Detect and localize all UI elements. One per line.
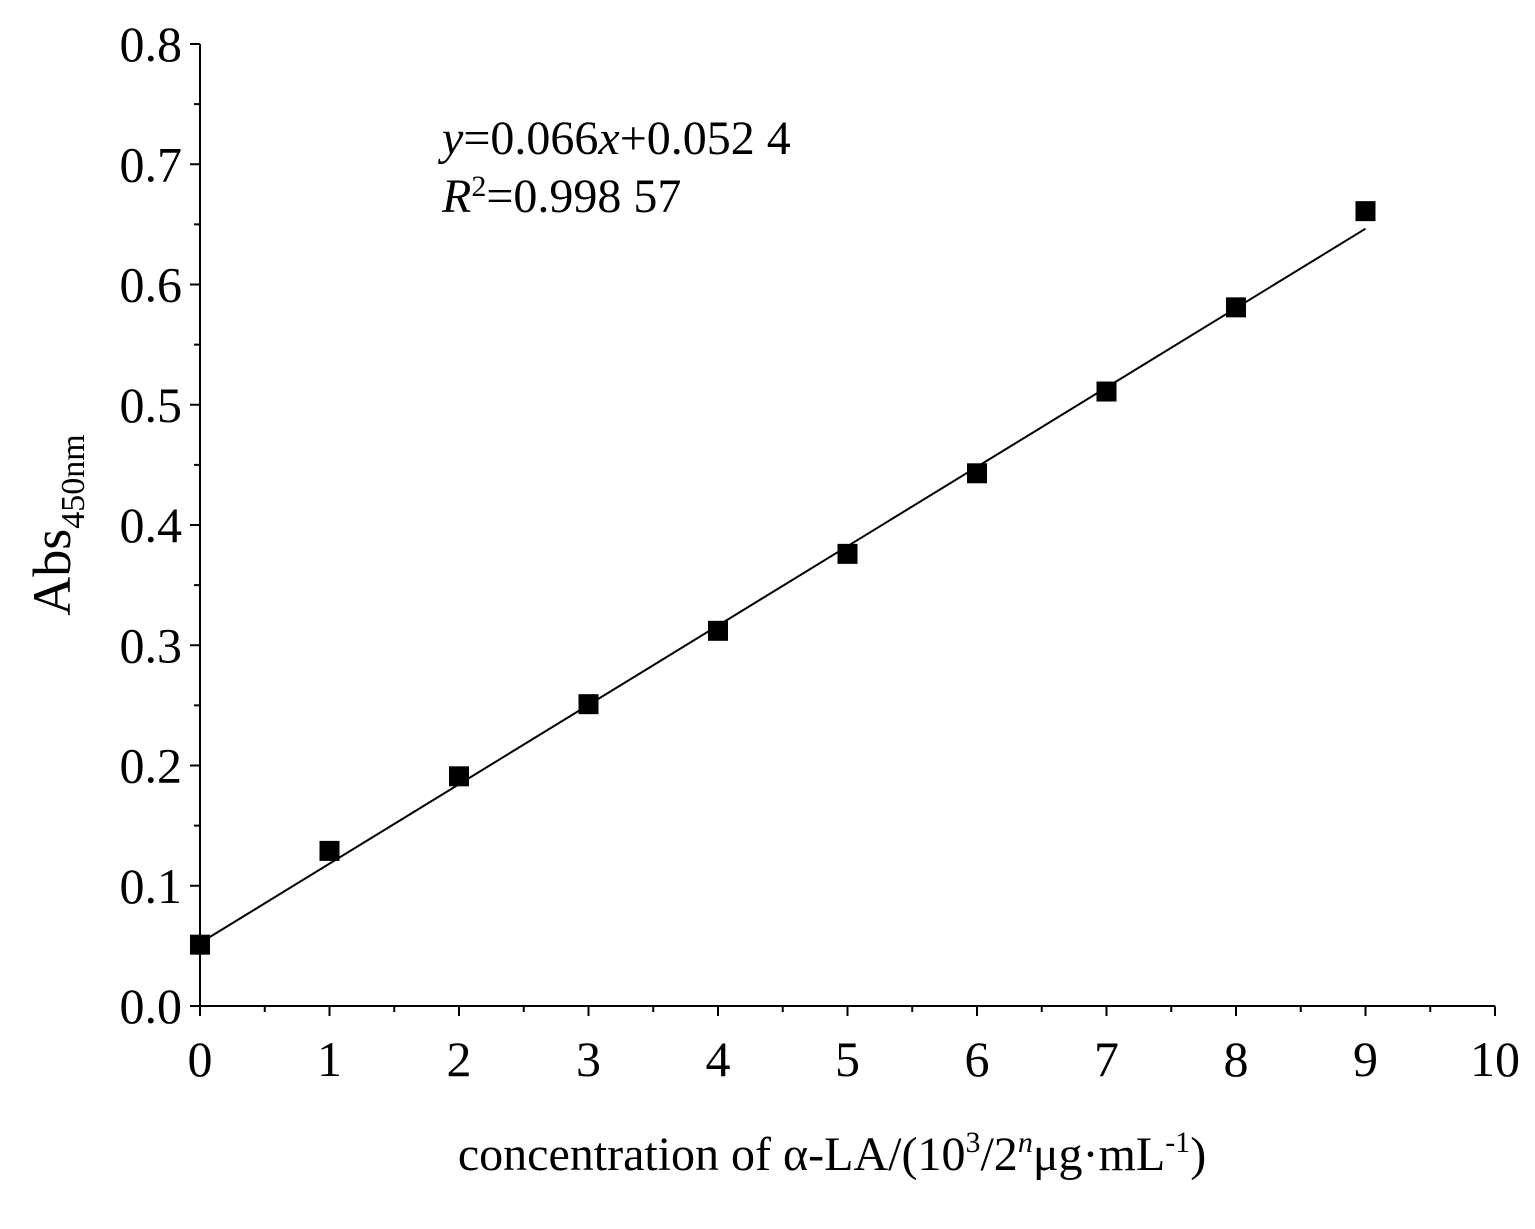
data-point [837, 543, 858, 564]
xlabel-sup-exp: 3 [965, 1126, 980, 1159]
y-axis-label: Abs450nm [22, 434, 92, 615]
data-point [967, 463, 987, 484]
eq-y-var: y [437, 112, 464, 165]
x-tick-label: 4 [706, 1031, 731, 1087]
data-point [1096, 381, 1117, 402]
ylabel-sub: 450nm [55, 434, 92, 528]
x-axis-label: concentration of α-LA/(103/2nμg·mL-1) [458, 1126, 1206, 1181]
xlabel-end: ) [1190, 1128, 1206, 1181]
x-tick-label: 8 [1224, 1031, 1249, 1087]
x-axis: 0 1 2 3 4 5 6 7 8 9 10 [188, 1005, 1520, 1087]
regression-equation: y=0.066x+0.052 4 [437, 112, 791, 165]
y-tick-label: 0.8 [120, 16, 183, 72]
x-tick-label: 2 [447, 1031, 472, 1087]
data-point [190, 934, 210, 955]
x-tick-label: 5 [835, 1031, 860, 1087]
data-point [319, 840, 340, 861]
y-tick-label: 0.6 [120, 257, 183, 313]
xlabel-sup-n: n [1018, 1126, 1033, 1159]
x-tick-label: 3 [576, 1031, 601, 1087]
x-tick-label: 7 [1094, 1031, 1119, 1087]
eq-part2: +0.052 4 [620, 112, 791, 165]
xlabel-main: concentration of α-LA/(10 [458, 1128, 966, 1181]
ylabel-main: Abs [22, 529, 82, 616]
data-point [449, 766, 469, 787]
y-tick-label: 0.5 [120, 377, 183, 433]
y-axis: 0.0 0.1 0.2 0.3 0.4 0.5 0.6 0.7 0.8 [120, 16, 201, 1034]
data-point [1226, 297, 1246, 318]
x-tick-label: 1 [317, 1031, 342, 1087]
x-tick-label: 0 [188, 1031, 213, 1087]
fit-line-group [199, 227, 1367, 944]
data-points [190, 201, 1376, 955]
y-tick-label: 0.2 [120, 738, 183, 794]
y-tick-label: 0.7 [120, 136, 183, 192]
eq-part1: =0.066 [463, 112, 598, 165]
r-superscript: 2 [471, 170, 486, 203]
x-tick-label: 10 [1470, 1031, 1520, 1087]
y-tick-label: 0.3 [120, 617, 183, 673]
r-value: =0.998 57 [486, 170, 681, 223]
data-point [1355, 201, 1376, 222]
xlabel-unit: μg·mL [1033, 1128, 1165, 1181]
fit-line [199, 227, 1367, 944]
x-tick-label: 6 [965, 1031, 990, 1087]
r-symbol: R [441, 170, 471, 223]
eq-x-var: x [597, 112, 619, 165]
data-point [578, 694, 599, 715]
data-point [708, 620, 728, 641]
y-tick-label: 0.4 [120, 497, 183, 553]
xlabel-mid: /2 [980, 1128, 1017, 1181]
y-tick-label: 0.1 [120, 858, 183, 914]
y-tick-label: 0.0 [120, 978, 183, 1034]
x-tick-label: 9 [1353, 1031, 1378, 1087]
r-squared: R2=0.998 57 [441, 170, 681, 223]
xlabel-sup-minus1: -1 [1165, 1126, 1190, 1159]
